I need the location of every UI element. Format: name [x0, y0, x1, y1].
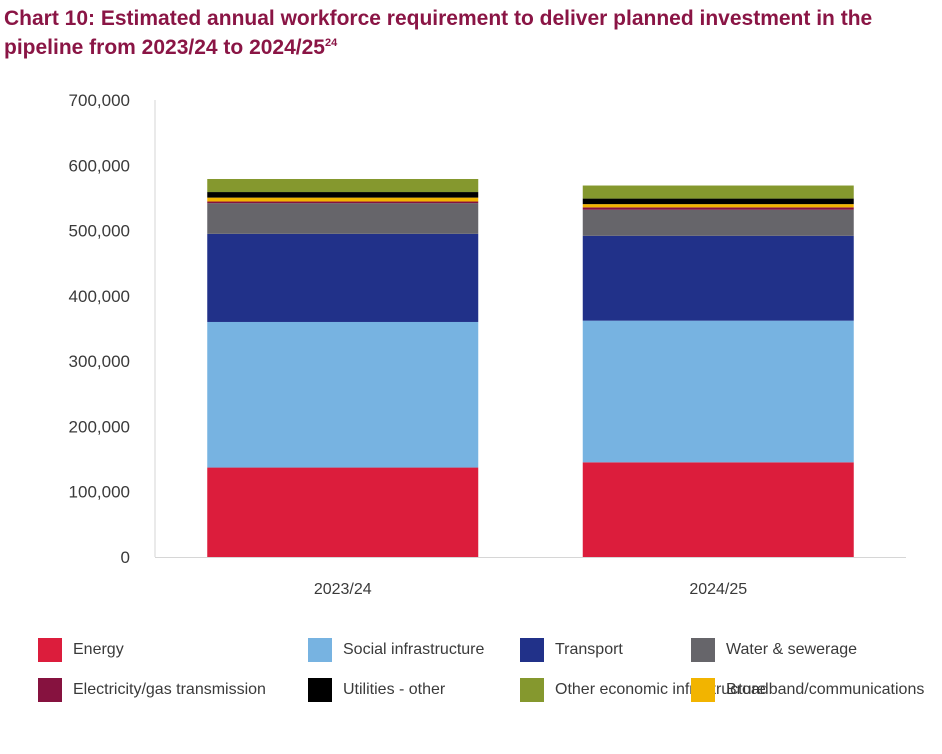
chart-title: Chart 10: Estimated annual workforce req… — [4, 4, 939, 62]
bar-segment — [207, 203, 479, 234]
bar-segment — [207, 233, 479, 322]
bar-segment — [582, 198, 854, 205]
bar-segment — [207, 192, 479, 198]
y-tick-label: 100,000 — [69, 483, 130, 502]
x-tick-label: 2023/24 — [314, 581, 372, 598]
bar-segment — [582, 204, 854, 208]
y-tick-label: 200,000 — [69, 417, 130, 436]
title-footnote: 24 — [325, 37, 338, 49]
bar-segment — [582, 320, 854, 463]
bar-segment — [582, 207, 854, 210]
y-tick-label: 500,000 — [69, 222, 130, 241]
bar-segment — [207, 201, 479, 204]
bar-segment — [582, 235, 854, 321]
bar-segment — [207, 178, 479, 193]
y-tick-label: 400,000 — [69, 287, 130, 306]
bar-segment — [207, 321, 479, 468]
y-tick-label: 700,000 — [69, 91, 130, 110]
y-tick-label: 300,000 — [69, 352, 130, 371]
bar-segment — [582, 185, 854, 199]
bar-segment — [207, 467, 479, 557]
y-tick-label: 600,000 — [69, 156, 130, 175]
bar-segment — [582, 462, 854, 557]
bar-segment — [582, 209, 854, 236]
bar-segment — [207, 197, 479, 202]
x-tick-label: 2024/25 — [689, 581, 747, 598]
y-tick-label: 0 — [121, 548, 130, 567]
chart-title-text: Chart 10: Estimated annual workforce req… — [4, 7, 873, 59]
